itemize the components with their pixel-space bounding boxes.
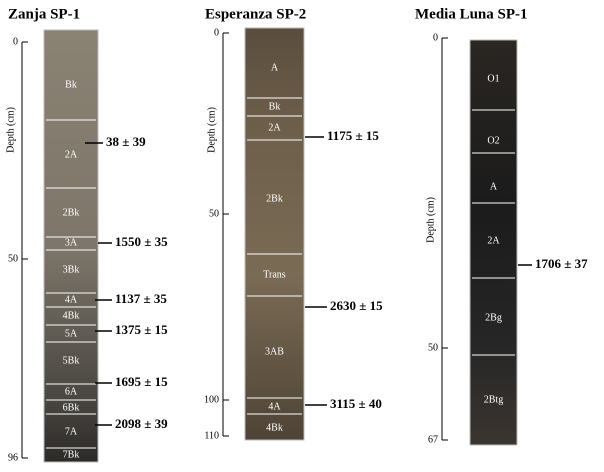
soil-core: [244, 27, 305, 441]
date-label: 2098 ± 39: [115, 416, 168, 431]
tick-label: 110: [204, 430, 219, 441]
horizon-label: 2A: [268, 122, 281, 133]
date-label: 3115 ± 40: [330, 396, 382, 411]
horizon-label: 4A: [65, 294, 78, 305]
horizon-label: Trans: [263, 269, 286, 280]
horizon-label: O1: [487, 73, 499, 84]
tick-label: 96: [8, 452, 18, 463]
horizon-label: 3Bk: [63, 264, 80, 275]
horizon-label: 6A: [65, 386, 78, 397]
horizon-label: 4Bk: [63, 310, 80, 321]
axis-label: Depth (cm): [425, 197, 436, 243]
date-label: 1175 ± 15: [327, 128, 379, 143]
horizon-label: 2Bk: [266, 193, 283, 204]
tick-label: 0: [433, 32, 438, 43]
horizon-label: 2Bg: [485, 312, 502, 323]
tick-label: 0: [13, 36, 18, 47]
horizon-label: O2: [487, 135, 499, 146]
soil-core: [43, 29, 99, 463]
tick-label: 50: [428, 342, 438, 353]
panel-title: Media Luna SP-1: [415, 6, 528, 22]
panel-title: Esperanza SP-2: [205, 6, 306, 22]
horizon-label: 3AB: [265, 346, 284, 357]
horizon-label: 5A: [65, 328, 78, 339]
panel-title: Zanja SP-1: [8, 6, 80, 22]
date-label: 1550 ± 35: [115, 234, 168, 249]
date-label: 1137 ± 35: [115, 291, 167, 306]
horizon-label: 2A: [487, 235, 500, 246]
horizon-label: 2Btg: [484, 394, 503, 405]
horizon-label: 7Bk: [63, 449, 80, 460]
horizon-label: 4A: [268, 401, 281, 412]
horizon-label: 6Bk: [63, 402, 80, 413]
horizon-label: 2Bk: [63, 207, 80, 218]
date-label: 1695 ± 15: [115, 374, 168, 389]
horizon-label: 7A: [65, 426, 78, 437]
soil-core: [469, 39, 518, 446]
tick-label: 50: [209, 208, 219, 219]
date-label: 1706 ± 37: [535, 256, 588, 271]
date-label: 2630 ± 15: [330, 298, 383, 313]
axis-label: Depth (cm): [5, 107, 16, 153]
date-label: 38 ± 39: [106, 134, 146, 149]
horizon-label: 3A: [65, 237, 78, 248]
horizon-label: A: [490, 181, 498, 192]
tick-label: 67: [428, 434, 438, 445]
horizon-label: 4Bk: [266, 422, 283, 433]
date-label: 1375 ± 15: [115, 322, 168, 337]
axis-label: Depth (cm): [206, 107, 217, 153]
horizon-label: Bk: [269, 101, 281, 112]
tick-label: 50: [8, 253, 18, 264]
tick-label: 100: [204, 394, 219, 405]
horizon-label: 2A: [65, 149, 78, 160]
horizon-label: A: [271, 62, 279, 73]
tick-label: 0: [214, 27, 219, 38]
horizon-label: 5Bk: [63, 355, 80, 366]
horizon-label: Bk: [65, 79, 77, 90]
